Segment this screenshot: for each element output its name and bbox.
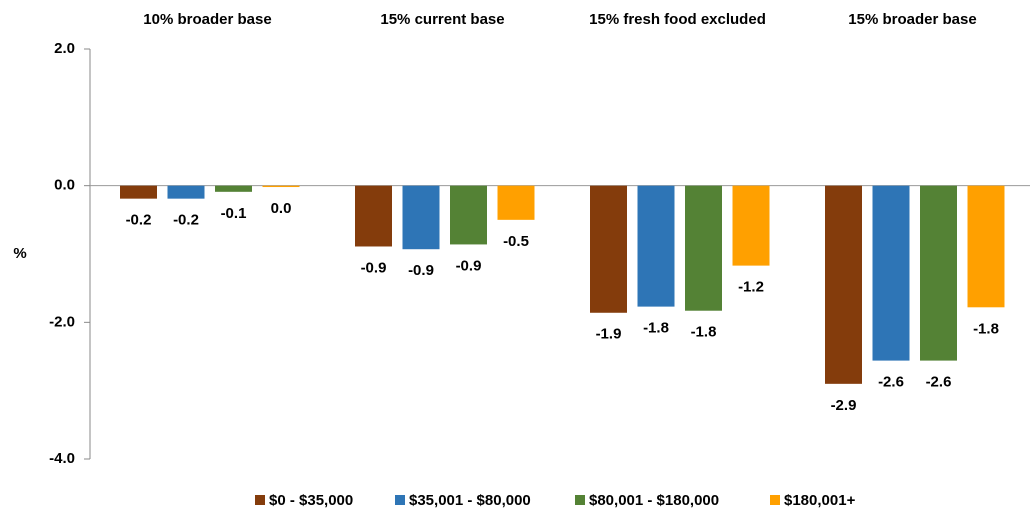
data-label: -1.8	[973, 320, 999, 337]
y-tick-label: 0.0	[54, 177, 75, 194]
y-tick-label: -4.0	[49, 450, 75, 467]
category-label: 15% fresh food excluded	[589, 11, 766, 28]
bar	[497, 185, 535, 220]
bar	[825, 185, 862, 384]
data-label: -0.5	[503, 233, 529, 250]
data-label: -2.6	[926, 374, 952, 391]
data-label: -0.9	[456, 257, 482, 274]
bar	[120, 185, 157, 199]
data-label: -0.9	[361, 259, 387, 276]
bar	[215, 185, 252, 192]
data-label: -0.2	[126, 212, 152, 229]
bar	[167, 185, 205, 199]
bar	[637, 185, 675, 307]
legend-label: $80,001 - $180,000	[589, 492, 719, 509]
category-label: 10% broader base	[143, 11, 271, 28]
data-label: -0.2	[173, 212, 199, 229]
legend-swatch	[770, 495, 780, 505]
bar	[355, 185, 392, 247]
legend-label: $35,001 - $80,000	[409, 492, 531, 509]
data-label: 0.0	[271, 200, 292, 217]
data-label: -1.9	[596, 326, 622, 343]
category-label: 15% broader base	[848, 11, 976, 28]
y-tick-label: 2.0	[54, 40, 75, 57]
data-label: -2.6	[878, 374, 904, 391]
bar	[590, 185, 627, 313]
bar	[967, 185, 1005, 308]
bar	[872, 185, 910, 361]
data-label: -2.9	[831, 397, 857, 414]
bar	[920, 185, 957, 361]
bar	[685, 185, 722, 311]
legend-swatch	[575, 495, 585, 505]
y-axis-label: %	[13, 245, 26, 262]
bar	[262, 185, 300, 188]
category-label: 15% current base	[380, 11, 504, 28]
data-label: -1.8	[691, 324, 717, 341]
data-label: -1.8	[643, 320, 669, 337]
data-label: -1.2	[738, 279, 764, 296]
bar	[732, 185, 770, 266]
bar	[450, 185, 487, 245]
data-label: -0.1	[221, 205, 247, 222]
legend-label: $0 - $35,000	[269, 492, 353, 509]
bar	[402, 185, 440, 250]
legend-swatch	[255, 495, 265, 505]
legend-swatch	[395, 495, 405, 505]
data-label: -0.9	[408, 262, 434, 279]
legend-label: $180,001+	[784, 492, 856, 509]
y-tick-label: -2.0	[49, 313, 75, 330]
